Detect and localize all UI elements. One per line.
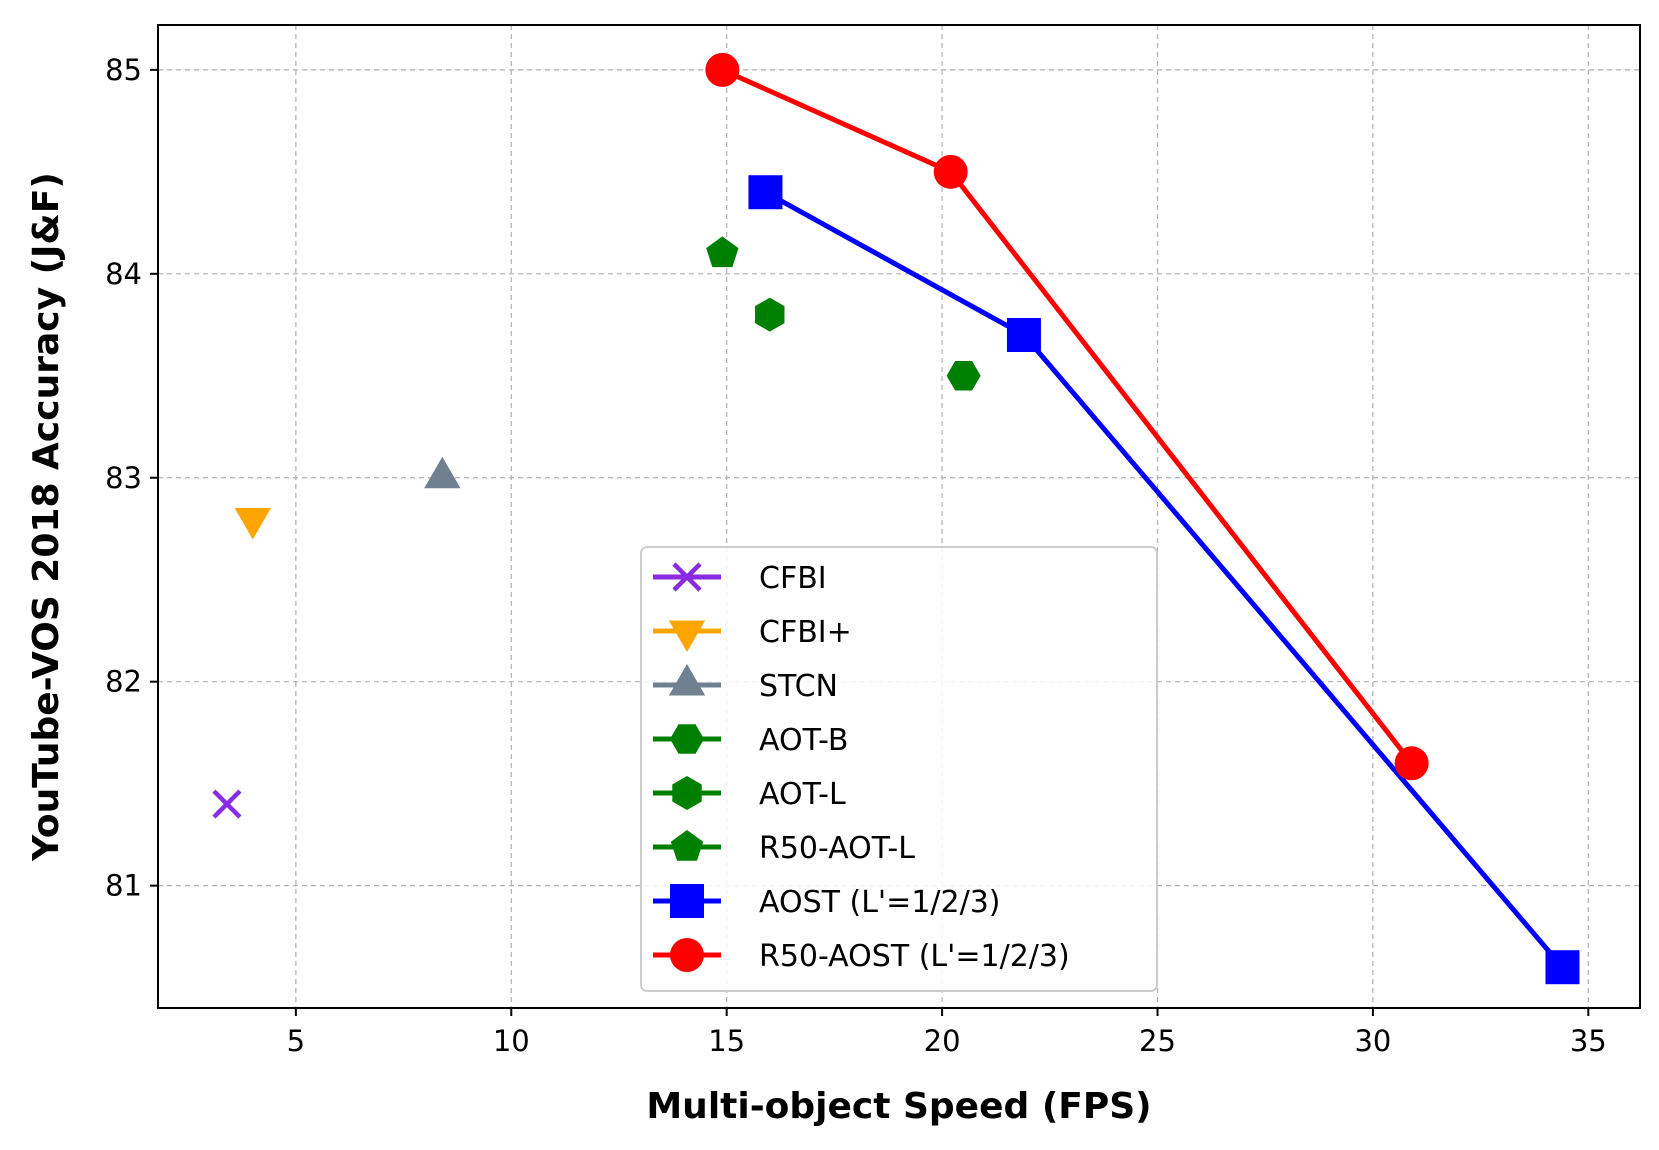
data-point [946, 361, 981, 391]
legend-entry-r50-aot-l: R50-AOT-L [653, 830, 915, 866]
data-point [1545, 950, 1580, 985]
data-point [755, 297, 785, 332]
x-tick-label: 5 [287, 1024, 305, 1058]
legend-entry-stcn: STCN [653, 664, 838, 704]
legend-label: AOT-L [759, 777, 846, 812]
axis-ticks: 5 10 15 20 25 30 35 81 82 83 84 85 [105, 53, 1607, 1058]
legend-box [640, 546, 1158, 992]
legend-entry-cfbi: CFBI+ [653, 615, 852, 652]
legend-label: AOST (L'=1/2/3) [759, 885, 1001, 920]
legend-marker [672, 562, 702, 592]
legend-entry-aot-b: AOT-B [653, 723, 849, 758]
x-tick-label: 15 [708, 1024, 745, 1058]
legend-marker [670, 884, 704, 918]
y-axis-title: YouTube-VOS 2018 Accuracy (J&F) [26, 172, 67, 862]
series-r50-aost-l-1-2-3 [705, 52, 1429, 781]
series-cfbi [212, 789, 242, 819]
x-tick-label: 35 [1570, 1024, 1607, 1058]
legend-label: STCN [759, 669, 838, 704]
data-point [705, 52, 740, 87]
legend-marker [670, 938, 704, 972]
legend-entry-r50-aost-l-1-2-3: R50-AOST (L'=1/2/3) [653, 938, 1070, 974]
series-r50-aot-l [706, 236, 739, 268]
legend-entry-aost-l-1-2-3: AOST (L'=1/2/3) [653, 884, 1001, 920]
x-tick-label: 30 [1354, 1024, 1391, 1058]
series-cfbi [234, 508, 271, 540]
legend-marker [670, 724, 704, 754]
data-point [1006, 317, 1041, 352]
legend-entry-aot-l: AOT-L [653, 776, 846, 812]
series-aot-b [946, 361, 981, 391]
legend-label: R50-AOST (L'=1/2/3) [759, 939, 1070, 974]
data-point [933, 154, 968, 189]
legend-entry-cfbi: CFBI [653, 561, 827, 596]
data-point [748, 175, 783, 210]
plot-frame [157, 24, 1641, 1009]
y-tick-label: 83 [105, 461, 142, 495]
series-aost-l-1-2-3 [748, 175, 1580, 985]
x-axis-title: Multi-object Speed (FPS) [646, 1086, 1151, 1127]
data-point [212, 789, 242, 819]
legend-marker [672, 776, 702, 810]
x-tick-label: 25 [1139, 1024, 1176, 1058]
legend: CFBI CFBI+ STCN AOT-B AOT-L R50-AOT-L AOST (L'… [640, 546, 1158, 992]
legend-marker [668, 664, 706, 696]
x-tick-label: 10 [493, 1024, 530, 1058]
data-point [706, 236, 739, 268]
y-tick-label: 82 [105, 665, 142, 699]
legend-label: AOT-B [759, 723, 849, 758]
y-tick-label: 85 [105, 53, 142, 87]
legend-label: CFBI [759, 561, 827, 596]
y-tick-label: 84 [105, 257, 142, 291]
legend-marker [670, 830, 704, 861]
series-stcn [424, 456, 461, 489]
series-aot-l [755, 297, 785, 332]
y-tick-label: 81 [105, 869, 142, 903]
legend-label: R50-AOT-L [759, 831, 915, 866]
x-tick-label: 20 [924, 1024, 961, 1058]
data-series [212, 52, 1580, 985]
data-point [234, 508, 271, 540]
legend-marker [668, 620, 706, 652]
legend-label: CFBI+ [759, 615, 852, 650]
data-point [1394, 746, 1429, 781]
data-point [424, 456, 461, 489]
